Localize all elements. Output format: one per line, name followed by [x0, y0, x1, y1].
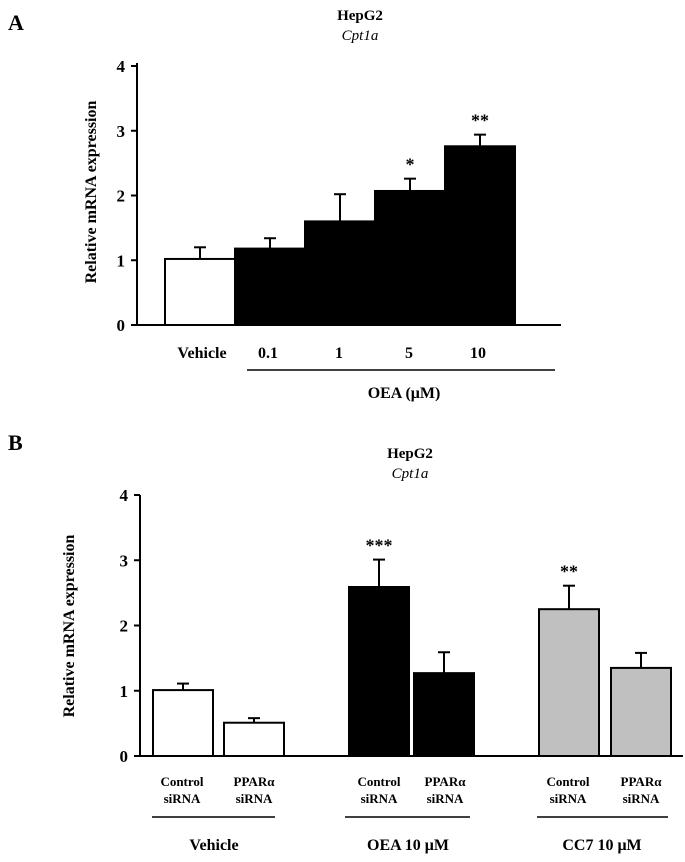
y-tick-label: 1: [117, 251, 126, 270]
panel-b-group-label: Vehicle: [189, 837, 238, 854]
y-tick-label: 0: [120, 747, 129, 766]
bar: [304, 220, 376, 326]
panel-b-title: HepG2: [387, 446, 433, 462]
panel-b-x-tick-label: siRNA: [550, 791, 587, 806]
panel-b-x-tick-label: siRNA: [361, 791, 398, 806]
bar: [444, 145, 516, 326]
bar: [152, 689, 214, 757]
bar: [538, 608, 600, 757]
panel-b-x-tick-label: siRNA: [164, 791, 201, 806]
y-tick-label: 1: [120, 682, 129, 701]
panel-b-x-tick-label: PPARα: [234, 774, 276, 789]
panel-a-x-tick-label: 10: [470, 345, 486, 362]
panel-b-x-tick-label: Control: [546, 774, 589, 789]
y-tick-label: 2: [120, 617, 129, 636]
panel-a-group-label: OEA (μM): [368, 385, 441, 402]
panel-b-y-axis-label: Relative mRNA expression: [61, 535, 78, 718]
bar: [223, 721, 285, 757]
panel-a-x-tick-label: 5: [405, 345, 413, 362]
panel-a-subtitle: Cpt1a: [342, 28, 379, 44]
panel-b-x-tick-label: Control: [160, 774, 203, 789]
panel-a-title: HepG2: [337, 8, 383, 24]
y-tick-label: 0: [117, 316, 126, 335]
significance-label: *: [406, 155, 415, 175]
bar: [610, 666, 672, 757]
significance-label: ***: [366, 536, 393, 556]
y-tick-label: 2: [117, 187, 126, 206]
panel-b-x-tick-label: Control: [357, 774, 400, 789]
panel-b-x-tick-label: siRNA: [623, 791, 660, 806]
panel-b-x-tick-label: PPARα: [621, 774, 663, 789]
panel-b-x-tick-label: siRNA: [236, 791, 273, 806]
panel-a-y-axis-label: Relative mRNA expression: [83, 101, 100, 284]
panel-a-label: A: [8, 10, 24, 35]
significance-label: **: [471, 111, 489, 131]
bar: [374, 189, 446, 326]
panel-a: A HepG2 Cpt1a Relative mRNA expression 0…: [8, 8, 561, 402]
panel-b-x-tick-label: PPARα: [425, 774, 467, 789]
panel-a-x-tick-label: 0.1: [258, 345, 278, 362]
panel-b-x-tick-label: siRNA: [427, 791, 464, 806]
panel-b-label: B: [8, 430, 23, 455]
y-tick-label: 3: [117, 122, 126, 141]
y-tick-label: 4: [120, 486, 129, 505]
panel-a-x-tick-label: Vehicle: [177, 345, 226, 362]
panel-a-x-tick-label: 1: [335, 345, 343, 362]
panel-b-subtitle: Cpt1a: [392, 466, 429, 482]
significance-label: **: [560, 562, 578, 582]
panel-b-group-label: OEA 10 μM: [367, 837, 449, 854]
bar: [348, 586, 410, 757]
y-tick-label: 3: [120, 551, 129, 570]
y-tick-label: 4: [117, 57, 126, 76]
panel-b-group-label: CC7 10 μM: [562, 837, 641, 854]
bar: [234, 247, 306, 326]
panel-b: B HepG2 Cpt1a Relative mRNA expression 0…: [8, 430, 683, 854]
bar: [413, 672, 475, 758]
bar: [164, 257, 236, 326]
